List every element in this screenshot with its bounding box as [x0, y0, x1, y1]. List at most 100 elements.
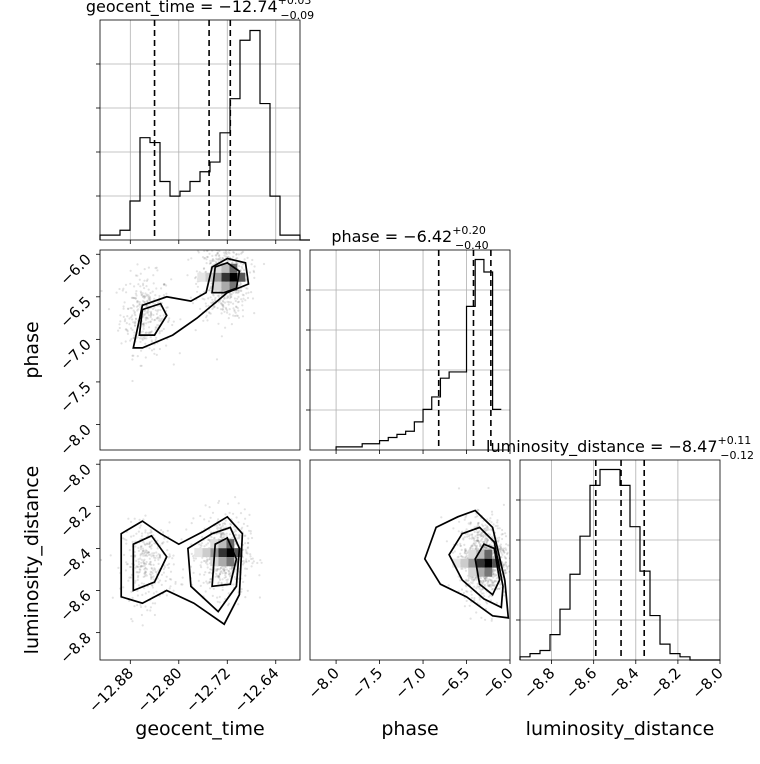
scatter-point: [140, 291, 143, 294]
scatter-point: [144, 331, 147, 335]
scatter-point: [477, 540, 480, 543]
scatter-point: [172, 589, 175, 592]
scatter-point: [208, 289, 211, 292]
scatter-point: [192, 571, 195, 575]
scatter-point: [149, 528, 152, 532]
scatter-point: [143, 552, 146, 555]
scatter-point: [234, 534, 237, 537]
scatter-point: [142, 327, 145, 330]
scatter-point: [506, 552, 509, 556]
scatter-point: [126, 315, 129, 318]
scatter-point: [216, 596, 219, 599]
scatter-point: [131, 379, 134, 383]
scatter-point: [220, 532, 223, 536]
scatter-point: [150, 530, 153, 533]
scatter-point: [137, 584, 140, 587]
scatter-point: [158, 301, 161, 304]
scatter-point: [491, 568, 495, 571]
scatter-point: [250, 263, 253, 266]
scatter-point: [228, 571, 231, 574]
scatter-point: [206, 563, 209, 566]
scatter-point: [242, 559, 245, 563]
scatter-point: [237, 534, 240, 537]
scatter-point: [142, 335, 145, 338]
scatter-point: [129, 269, 132, 272]
scatter-point: [461, 530, 464, 533]
scatter-point: [440, 516, 443, 519]
scatter-point: [245, 292, 248, 295]
scatter-point: [486, 537, 489, 540]
scatter-point: [129, 576, 133, 579]
scatter-point: [216, 600, 219, 603]
scatter-point: [144, 312, 147, 315]
y-tick-label: −6.0: [56, 250, 94, 288]
scatter-point: [193, 559, 196, 562]
scatter-point: [216, 306, 219, 310]
scatter-point: [167, 556, 170, 559]
scatter-point: [185, 528, 188, 531]
scatter-point: [142, 518, 145, 521]
scatter-point: [482, 540, 486, 543]
scatter-point: [211, 254, 214, 257]
scatter-point: [252, 560, 255, 563]
scatter-point: [152, 563, 155, 567]
scatter-point: [230, 261, 233, 265]
scatter-point: [216, 252, 219, 256]
density-cell: [468, 567, 477, 577]
scatter-point: [496, 521, 499, 524]
scatter-point: [499, 583, 502, 586]
scatter-point: [158, 332, 161, 335]
scatter-point: [469, 547, 472, 550]
scatter-point: [213, 536, 216, 539]
scatter-point: [199, 514, 202, 518]
scatter-point: [485, 546, 488, 550]
scatter-point: [150, 339, 153, 342]
scatter-point: [479, 543, 482, 546]
scatter-point: [155, 571, 158, 574]
scatter-point: [222, 531, 225, 534]
scatter-point: [204, 590, 207, 593]
scatter-point: [156, 269, 159, 272]
scatter-point: [144, 567, 147, 570]
scatter-point: [126, 332, 129, 335]
scatter-point: [143, 572, 146, 575]
scatter-point: [211, 293, 215, 296]
scatter-point: [460, 567, 463, 570]
scatter-point: [251, 258, 254, 262]
scatter-point: [138, 518, 141, 521]
scatter-point: [480, 581, 483, 584]
scatter-point: [485, 529, 488, 532]
scatter-point: [214, 575, 217, 578]
scatter-point: [144, 554, 147, 557]
scatter-point: [165, 292, 168, 295]
scatter-point: [142, 554, 145, 557]
scatter-point: [154, 570, 157, 573]
scatter-point: [476, 585, 479, 588]
scatter-point: [134, 545, 137, 548]
scatter-point: [480, 531, 483, 534]
scatter-point: [200, 566, 203, 569]
scatter-point: [169, 585, 172, 588]
scatter-point: [221, 588, 224, 592]
scatter-point: [241, 267, 244, 270]
scatter-point: [165, 306, 168, 309]
scatter-point: [237, 291, 240, 294]
scatter-point: [225, 297, 228, 300]
scatter-point: [453, 550, 456, 553]
scatter-point: [140, 293, 143, 296]
scatter-point: [132, 336, 135, 339]
scatter-point: [247, 291, 250, 294]
scatter-point: [234, 496, 237, 499]
scatter-point: [200, 561, 203, 564]
scatter-point: [142, 582, 146, 585]
scatter-point: [111, 596, 114, 599]
density-cell: [197, 272, 206, 282]
scatter-point: [140, 337, 144, 340]
scatter-point: [147, 551, 150, 554]
scatter-point: [208, 262, 211, 265]
scatter-point: [162, 294, 165, 297]
scatter-point: [241, 304, 244, 307]
contour-inner: [138, 302, 168, 336]
scatter-point: [197, 543, 200, 546]
scatter-point: [143, 287, 146, 290]
